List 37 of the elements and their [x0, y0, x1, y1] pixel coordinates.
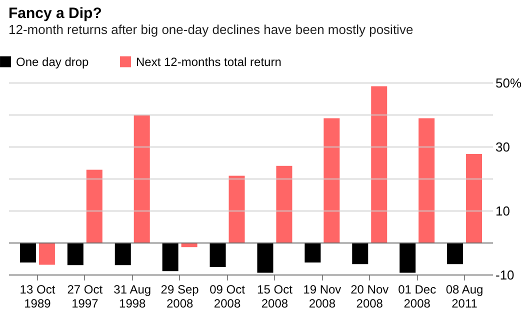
x-tick-label: 20 Nov 2008	[350, 282, 389, 310]
chart-subtitle: 12-month returns after big one-day declines have been mostly positive	[8, 22, 414, 37]
bar	[257, 243, 274, 273]
bar	[447, 243, 464, 264]
x-tick-label: 15 Oct 2008	[257, 282, 294, 310]
x-tick-label: 27 Oct 1997	[67, 282, 104, 310]
bar	[466, 154, 482, 243]
bar	[114, 243, 131, 266]
y-tick-label: 30	[496, 140, 510, 154]
bar	[418, 118, 435, 243]
bar	[304, 243, 321, 263]
bar	[134, 115, 150, 243]
legend-label: One day drop	[16, 54, 90, 69]
bar	[324, 118, 340, 243]
x-tick-label: 09 Oct 2008	[210, 282, 246, 310]
bar	[210, 243, 226, 267]
bar	[67, 243, 84, 266]
bar	[371, 86, 388, 243]
chart-title: Fancy a Dip?	[8, 5, 102, 22]
bar	[86, 170, 102, 243]
x-tick-label: 19 Nov 2008	[303, 282, 342, 310]
bar	[352, 243, 368, 264]
bar	[228, 176, 245, 243]
y-tick-label: -10	[496, 268, 514, 282]
legend-label: Next 12-months total return	[136, 54, 282, 69]
y-tick-label: 10	[496, 204, 510, 218]
y-tick-label: 50%	[496, 76, 522, 90]
x-tick-label: 29 Sep 2008	[160, 282, 200, 310]
bar	[400, 243, 416, 273]
bar	[38, 243, 55, 265]
bar	[276, 166, 292, 243]
x-tick-label: 31 Aug 1998	[114, 282, 152, 310]
bar	[162, 243, 178, 272]
x-tick-label: 08 Aug 2011	[446, 282, 484, 310]
bar	[20, 243, 36, 263]
x-tick-label: 13 Oct 1989	[20, 282, 56, 310]
x-tick-label: 01 Dec 2008	[398, 282, 436, 310]
